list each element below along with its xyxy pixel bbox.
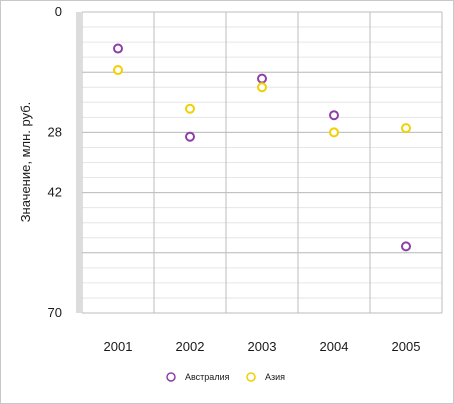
minor-gridlines bbox=[82, 11, 442, 314]
x-tick-label: 2004 bbox=[320, 339, 349, 354]
data-point bbox=[257, 73, 267, 84]
y-tick-label: 28 bbox=[48, 124, 62, 139]
legend-label: Азия bbox=[265, 372, 285, 382]
major-gridlines bbox=[81, 11, 443, 314]
data-point bbox=[401, 241, 411, 252]
x-tick-label: 2001 bbox=[104, 339, 133, 354]
data-point bbox=[113, 43, 123, 54]
x-tick-label: 2005 bbox=[392, 339, 421, 354]
data-point bbox=[329, 110, 339, 121]
x-axis-tick-labels: 2001 2002 2003 2004 2005 bbox=[104, 339, 421, 354]
data-points bbox=[113, 43, 411, 252]
data-point bbox=[113, 65, 123, 76]
legend: Австралия Азия bbox=[166, 372, 285, 382]
x-tick-label: 2002 bbox=[176, 339, 205, 354]
y-axis-label: Значение, млн. руб. bbox=[18, 102, 33, 223]
y-axis-bar bbox=[76, 12, 81, 313]
y-axis-tick-labels: 0 28 42 70 bbox=[48, 4, 62, 320]
data-point bbox=[185, 131, 195, 142]
data-point bbox=[329, 127, 339, 138]
y-tick-label: 0 bbox=[55, 4, 62, 19]
data-point bbox=[401, 123, 411, 134]
y-tick-label: 42 bbox=[48, 185, 62, 200]
data-point bbox=[185, 103, 195, 114]
x-tick-label: 2003 bbox=[248, 339, 277, 354]
data-point bbox=[257, 82, 267, 93]
y-tick-label: 70 bbox=[48, 305, 62, 320]
legend-marker bbox=[166, 372, 176, 382]
legend-label: Австралия bbox=[185, 372, 230, 382]
legend-marker bbox=[246, 372, 256, 382]
